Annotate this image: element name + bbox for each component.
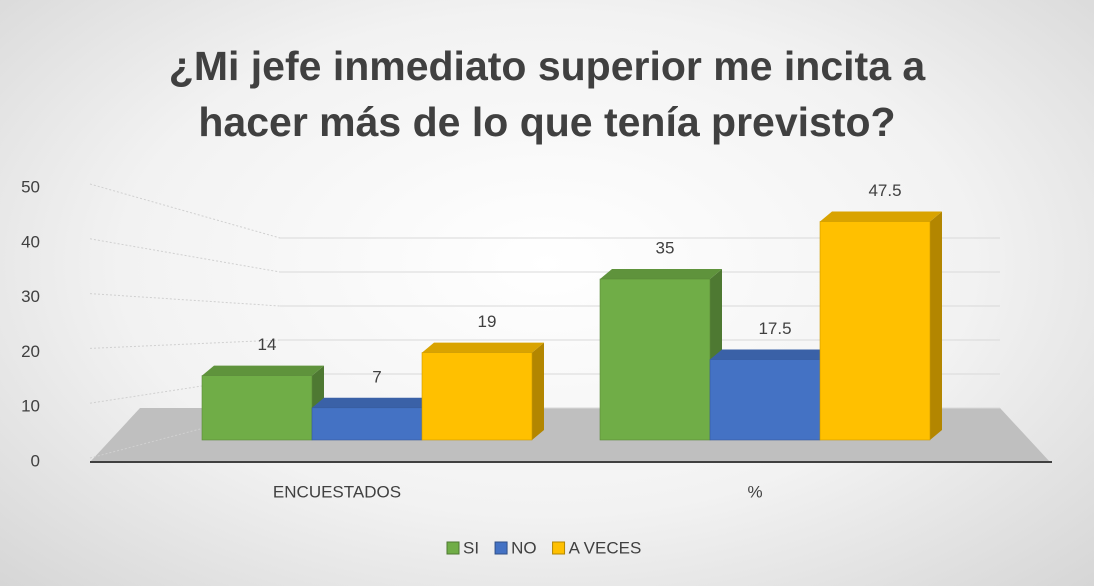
bar-top <box>422 342 544 353</box>
value-label: 35 <box>656 238 675 257</box>
bar-side <box>930 211 942 440</box>
y-tick-label: 20 <box>21 342 40 361</box>
legend-swatch <box>552 541 566 555</box>
bar <box>201 375 313 441</box>
bar <box>311 407 423 441</box>
bar-side <box>532 342 544 440</box>
y-tick-label: 0 <box>31 451 40 470</box>
legend-label: NO <box>511 538 537 557</box>
y-tick-label: 10 <box>21 397 40 416</box>
value-label: 17.5 <box>758 319 791 338</box>
bar-top <box>312 397 434 408</box>
value-label: 19 <box>478 312 497 331</box>
bar <box>599 278 711 441</box>
grid-line <box>89 238 281 273</box>
bar-top <box>600 269 722 279</box>
y-tick-label: 50 <box>21 177 40 196</box>
grid-line <box>89 183 281 239</box>
y-tick-label: 30 <box>21 287 40 306</box>
bar <box>819 221 931 441</box>
bar-top <box>710 349 832 360</box>
legend-swatch <box>494 541 508 555</box>
bar <box>709 359 821 441</box>
chart-title: ¿Mi jefe inmediato superior me incita a … <box>168 43 926 145</box>
x-tick-label: % <box>747 482 762 501</box>
legend-label: A VECES <box>569 538 642 557</box>
bar <box>421 352 533 441</box>
grid-line <box>89 407 281 459</box>
value-label: 14 <box>258 335 277 354</box>
y-tick-label: 40 <box>21 232 40 251</box>
value-label: 7 <box>372 367 381 386</box>
x-tick-label: ENCUESTADOS <box>273 482 401 501</box>
grid-line <box>89 293 281 307</box>
bar-top <box>202 365 324 376</box>
value-label: 47.5 <box>868 181 901 200</box>
legend-swatch <box>446 541 460 555</box>
grid-line <box>89 339 281 349</box>
legend-label: SI <box>463 538 479 557</box>
bar-top <box>820 211 942 222</box>
